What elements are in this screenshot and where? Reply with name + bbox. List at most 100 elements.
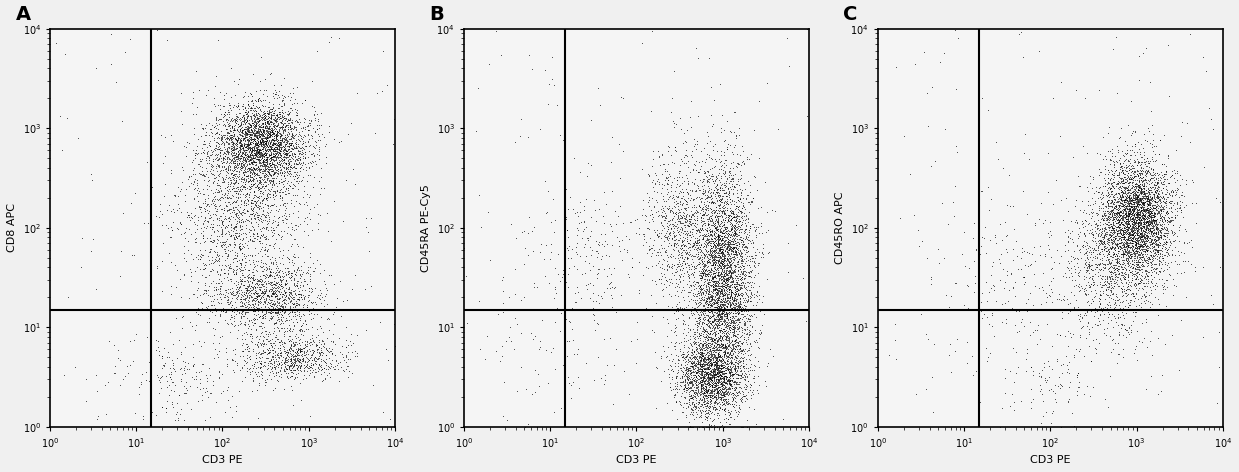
- Point: [217, 157, 237, 164]
- Point: [1100, 234, 1120, 241]
- Point: [175, 358, 195, 366]
- Point: [198, 286, 218, 293]
- Point: [738, 335, 758, 343]
- Point: [699, 345, 719, 352]
- Point: [512, 116, 532, 123]
- Point: [695, 205, 715, 213]
- Point: [190, 203, 209, 211]
- Point: [1103, 230, 1123, 237]
- Point: [290, 275, 310, 282]
- Point: [996, 319, 1016, 326]
- Point: [235, 265, 255, 272]
- Point: [193, 265, 213, 273]
- Point: [216, 287, 235, 294]
- Point: [727, 163, 747, 171]
- Point: [701, 244, 721, 252]
- Point: [707, 295, 727, 302]
- Point: [701, 231, 721, 239]
- Point: [311, 348, 331, 356]
- Point: [685, 413, 705, 421]
- Point: [690, 203, 710, 211]
- Point: [729, 267, 748, 275]
- Point: [716, 346, 736, 353]
- Point: [716, 261, 736, 269]
- Point: [722, 371, 742, 379]
- Point: [707, 299, 727, 307]
- Point: [98, 378, 118, 386]
- Point: [250, 360, 270, 367]
- Point: [729, 263, 748, 270]
- Point: [1134, 199, 1154, 206]
- Point: [700, 248, 720, 255]
- Point: [268, 133, 287, 140]
- Point: [306, 354, 326, 362]
- Point: [680, 379, 700, 386]
- Point: [271, 102, 291, 110]
- Point: [254, 167, 274, 175]
- Point: [672, 288, 691, 296]
- Point: [1089, 166, 1109, 173]
- Point: [727, 389, 747, 396]
- Point: [279, 364, 299, 372]
- Point: [1123, 165, 1142, 172]
- Point: [183, 156, 203, 163]
- Point: [670, 219, 690, 227]
- Point: [302, 351, 322, 358]
- Point: [722, 214, 742, 222]
- Point: [555, 217, 575, 225]
- Point: [660, 208, 680, 216]
- Point: [652, 354, 672, 362]
- Point: [657, 235, 676, 243]
- Point: [676, 246, 696, 253]
- Point: [709, 403, 729, 410]
- Point: [691, 222, 711, 229]
- Point: [717, 276, 737, 283]
- Point: [688, 367, 707, 374]
- Point: [922, 280, 942, 288]
- Point: [1130, 183, 1150, 191]
- Point: [709, 292, 729, 299]
- Point: [730, 404, 750, 412]
- Point: [247, 354, 266, 362]
- Point: [1119, 252, 1139, 259]
- Point: [699, 198, 719, 205]
- Point: [1080, 392, 1100, 400]
- Point: [249, 103, 269, 110]
- Point: [255, 328, 275, 335]
- Point: [244, 112, 264, 119]
- Point: [1132, 211, 1152, 219]
- Point: [252, 133, 271, 140]
- Point: [207, 269, 227, 276]
- Point: [721, 250, 741, 257]
- Point: [665, 325, 685, 332]
- Point: [299, 307, 318, 314]
- Point: [1115, 245, 1135, 253]
- Point: [1113, 346, 1132, 353]
- Point: [681, 394, 701, 402]
- Point: [1098, 265, 1118, 272]
- Point: [245, 201, 265, 208]
- Point: [730, 249, 750, 257]
- Point: [282, 226, 302, 233]
- Point: [693, 177, 712, 185]
- Point: [665, 143, 685, 151]
- Point: [266, 126, 286, 133]
- Point: [253, 145, 273, 152]
- Point: [676, 237, 696, 245]
- Point: [254, 287, 274, 295]
- Point: [263, 303, 282, 311]
- Point: [1150, 252, 1170, 260]
- Point: [709, 319, 729, 327]
- Point: [1088, 314, 1108, 321]
- Point: [732, 298, 752, 306]
- Point: [1141, 237, 1161, 244]
- Point: [278, 153, 297, 161]
- Point: [678, 272, 698, 279]
- Point: [740, 297, 760, 304]
- Point: [233, 136, 253, 144]
- Point: [695, 262, 715, 270]
- Point: [694, 373, 714, 380]
- Point: [1077, 286, 1097, 294]
- Point: [1025, 282, 1044, 290]
- Point: [709, 335, 729, 343]
